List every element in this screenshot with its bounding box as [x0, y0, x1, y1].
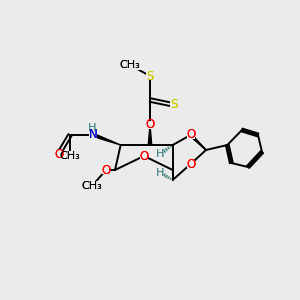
Bar — [187, 160, 195, 168]
Text: O: O — [186, 128, 195, 142]
Text: CH₃: CH₃ — [82, 181, 102, 191]
Bar — [140, 152, 148, 160]
Bar — [156, 150, 164, 158]
Text: O: O — [186, 158, 195, 170]
Text: O: O — [186, 128, 195, 142]
Text: H: H — [88, 123, 97, 133]
Text: O: O — [54, 148, 63, 160]
Text: S: S — [146, 70, 154, 83]
Text: N: N — [89, 128, 98, 142]
Text: CH₃: CH₃ — [120, 60, 140, 70]
Text: O: O — [101, 164, 111, 176]
Bar — [82, 181, 104, 191]
Text: S: S — [170, 98, 178, 112]
Text: S: S — [170, 98, 178, 112]
Bar — [60, 151, 82, 161]
Text: H: H — [88, 123, 97, 133]
Text: H: H — [156, 168, 164, 178]
Polygon shape — [190, 134, 206, 150]
Bar — [88, 125, 96, 132]
Text: O: O — [140, 149, 148, 163]
Bar — [89, 131, 97, 139]
Bar — [170, 101, 178, 109]
Text: O: O — [140, 149, 148, 163]
Text: CH₃: CH₃ — [60, 151, 80, 161]
Text: H: H — [156, 149, 164, 159]
Bar — [55, 150, 63, 158]
Text: O: O — [146, 118, 154, 131]
Bar — [102, 166, 110, 174]
Polygon shape — [93, 134, 121, 145]
Text: N: N — [89, 128, 98, 142]
Bar — [146, 72, 154, 80]
Bar — [120, 60, 142, 70]
Text: CH₃: CH₃ — [120, 60, 140, 70]
Text: O: O — [146, 118, 154, 131]
Text: S: S — [146, 70, 154, 83]
Text: H: H — [156, 168, 164, 178]
Bar — [187, 131, 195, 139]
Polygon shape — [148, 125, 152, 145]
Text: CH₃: CH₃ — [82, 181, 102, 191]
Text: O: O — [186, 158, 195, 170]
Bar — [146, 121, 154, 129]
Text: O: O — [54, 148, 63, 160]
Bar — [156, 169, 164, 177]
Text: CH₃: CH₃ — [60, 151, 80, 161]
Text: H: H — [156, 149, 164, 159]
Text: O: O — [101, 164, 111, 176]
